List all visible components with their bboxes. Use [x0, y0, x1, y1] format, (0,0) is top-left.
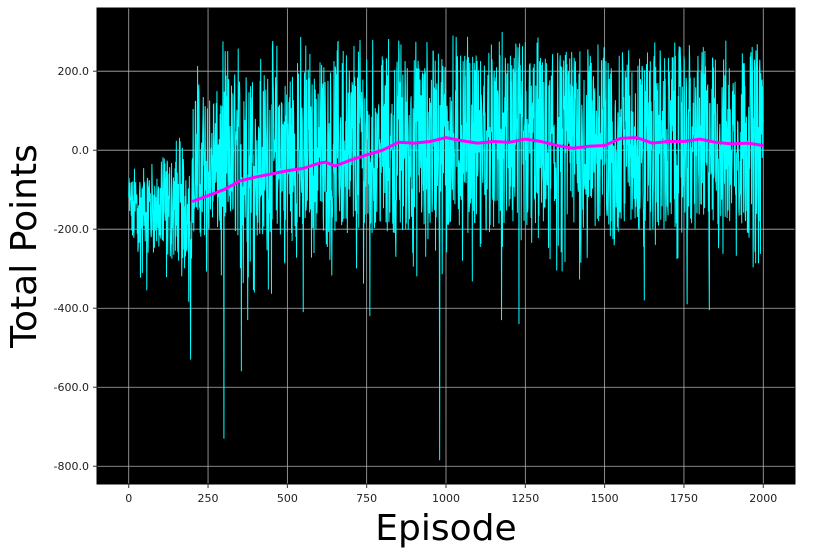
moving-average-line — [191, 136, 764, 203]
x-tick-label: 1500 — [591, 492, 619, 505]
x-tick-label: 500 — [277, 492, 298, 505]
y-tick-label: -600.0 — [54, 381, 89, 394]
x-tick-label: 1000 — [432, 492, 460, 505]
x-tick-label: 750 — [356, 492, 377, 505]
y-tick-label: 200.0 — [58, 65, 90, 78]
episode-points-series — [128, 31, 764, 461]
x-tick-label: 1750 — [670, 492, 698, 505]
y-axis: 200.0 0.0 -200.0 -400.0 -600.0 -800.0 — [54, 65, 97, 473]
y-tick-label: -400.0 — [54, 302, 89, 315]
x-tick-label: 250 — [198, 492, 219, 505]
y-axis-title: Total Points — [4, 144, 45, 349]
y-tick-label: -800.0 — [54, 460, 89, 473]
x-axis: 0 250 500 750 1000 1250 1500 1750 2000 — [125, 484, 777, 505]
y-tick-label: -200.0 — [54, 223, 89, 236]
x-tick-label: 2000 — [749, 492, 777, 505]
x-axis-title: Episode — [375, 508, 516, 549]
x-tick-label: 0 — [125, 492, 132, 505]
y-tick-label: 0.0 — [72, 144, 90, 157]
moving-average-series — [191, 136, 764, 203]
episode-points-line — [128, 31, 764, 461]
x-tick-label: 1250 — [511, 492, 539, 505]
